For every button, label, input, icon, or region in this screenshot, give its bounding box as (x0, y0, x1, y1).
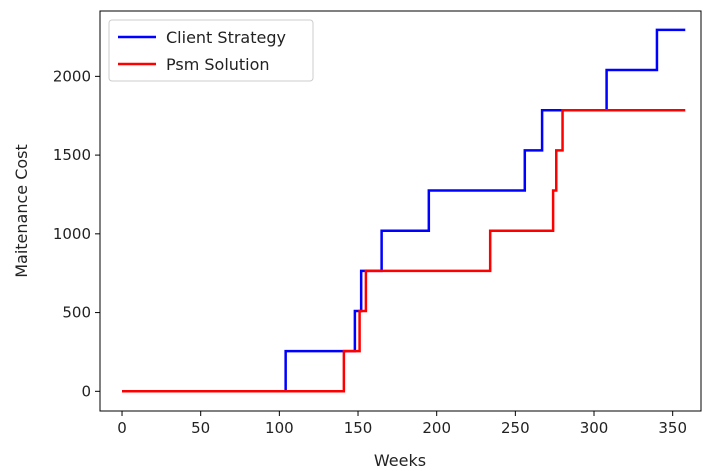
plot-area-frame (99, 10, 702, 412)
y-tick-label: 500 (62, 304, 91, 322)
y-axis-label: Maitenance Cost (12, 144, 31, 278)
legend: Client Strategy Psm Solution (108, 19, 314, 82)
y-axis: 0 500 1000 1500 2000 (53, 67, 100, 400)
x-tick-label: 100 (265, 419, 294, 437)
y-tick-label: 0 (81, 382, 91, 400)
x-tick-label: 200 (422, 419, 451, 437)
x-tick-label: 50 (191, 419, 210, 437)
x-tick-label: 0 (117, 419, 127, 437)
y-tick-label: 1500 (53, 146, 91, 164)
legend-label-psm-solution: Psm Solution (166, 55, 270, 74)
x-tick-label: 300 (580, 419, 609, 437)
x-axis-label: Weeks (374, 451, 426, 470)
x-axis: 0 50 100 150 200 250 300 350 (117, 411, 687, 437)
series-line-client-strategy (122, 28, 686, 393)
legend-box (108, 19, 314, 82)
y-tick-label: 1000 (53, 225, 91, 243)
series-line-psm-solution (122, 108, 686, 393)
x-tick-label: 250 (501, 419, 530, 437)
legend-label-client-strategy: Client Strategy (166, 28, 286, 47)
series-layer (122, 28, 686, 393)
x-tick-label: 350 (658, 419, 687, 437)
x-tick-label: 150 (344, 419, 373, 437)
y-tick-label: 2000 (53, 67, 91, 85)
